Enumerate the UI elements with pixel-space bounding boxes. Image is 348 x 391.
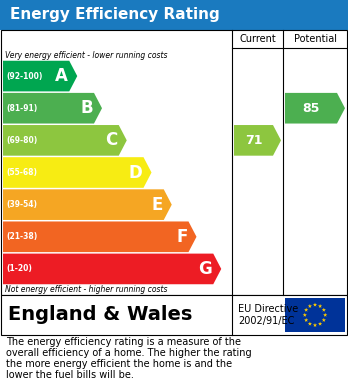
Polygon shape: [3, 93, 102, 124]
Text: Not energy efficient - higher running costs: Not energy efficient - higher running co…: [5, 285, 167, 294]
Polygon shape: [303, 313, 307, 317]
Text: 85: 85: [302, 102, 320, 115]
Polygon shape: [3, 125, 127, 156]
Polygon shape: [3, 254, 221, 284]
Text: B: B: [80, 99, 93, 117]
Polygon shape: [313, 323, 317, 327]
Polygon shape: [318, 322, 322, 326]
Polygon shape: [322, 308, 326, 312]
Text: (55-68): (55-68): [6, 168, 37, 177]
Text: The energy efficiency rating is a measure of the: The energy efficiency rating is a measur…: [6, 337, 241, 347]
Text: F: F: [176, 228, 188, 246]
Polygon shape: [322, 318, 326, 322]
Polygon shape: [313, 303, 317, 307]
Text: England & Wales: England & Wales: [8, 305, 192, 325]
Text: Current: Current: [239, 34, 276, 44]
Text: G: G: [198, 260, 212, 278]
Text: (69-80): (69-80): [6, 136, 37, 145]
Text: (1-20): (1-20): [6, 264, 32, 273]
Text: C: C: [105, 131, 118, 149]
Polygon shape: [3, 61, 77, 91]
Polygon shape: [308, 304, 312, 308]
Polygon shape: [304, 308, 308, 312]
Bar: [1, 295, 347, 335]
Polygon shape: [308, 322, 312, 326]
Text: 71: 71: [245, 134, 262, 147]
Text: (92-100): (92-100): [6, 72, 42, 81]
Text: 2002/91/EC: 2002/91/EC: [238, 316, 294, 326]
Polygon shape: [285, 93, 345, 124]
Text: (81-91): (81-91): [6, 104, 37, 113]
Text: (39-54): (39-54): [6, 200, 37, 209]
Text: A: A: [55, 67, 68, 85]
Polygon shape: [3, 157, 151, 188]
Text: (21-38): (21-38): [6, 232, 37, 241]
Bar: [1, 30, 347, 295]
Text: E: E: [151, 196, 163, 213]
Text: the more energy efficient the home is and the: the more energy efficient the home is an…: [6, 359, 232, 369]
Text: Very energy efficient - lower running costs: Very energy efficient - lower running co…: [5, 52, 167, 61]
Polygon shape: [318, 304, 322, 308]
Text: Energy Efficiency Rating: Energy Efficiency Rating: [10, 7, 220, 23]
Bar: [285, 298, 345, 332]
Polygon shape: [234, 125, 281, 156]
Text: lower the fuel bills will be.: lower the fuel bills will be.: [6, 370, 134, 380]
Polygon shape: [304, 318, 308, 322]
Text: overall efficiency of a home. The higher the rating: overall efficiency of a home. The higher…: [6, 348, 252, 358]
Text: D: D: [129, 163, 142, 181]
Polygon shape: [323, 313, 327, 317]
Bar: [0, 0, 348, 30]
Polygon shape: [3, 221, 197, 252]
Polygon shape: [3, 189, 172, 220]
Text: EU Directive: EU Directive: [238, 304, 298, 314]
Text: Potential: Potential: [294, 34, 337, 44]
